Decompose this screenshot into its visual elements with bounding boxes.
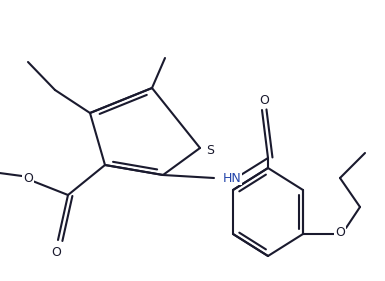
Text: HN: HN bbox=[223, 171, 242, 185]
Text: O: O bbox=[335, 225, 345, 239]
Text: O: O bbox=[23, 171, 33, 185]
Text: S: S bbox=[206, 144, 214, 157]
Text: O: O bbox=[51, 246, 61, 259]
Text: O: O bbox=[259, 94, 269, 106]
